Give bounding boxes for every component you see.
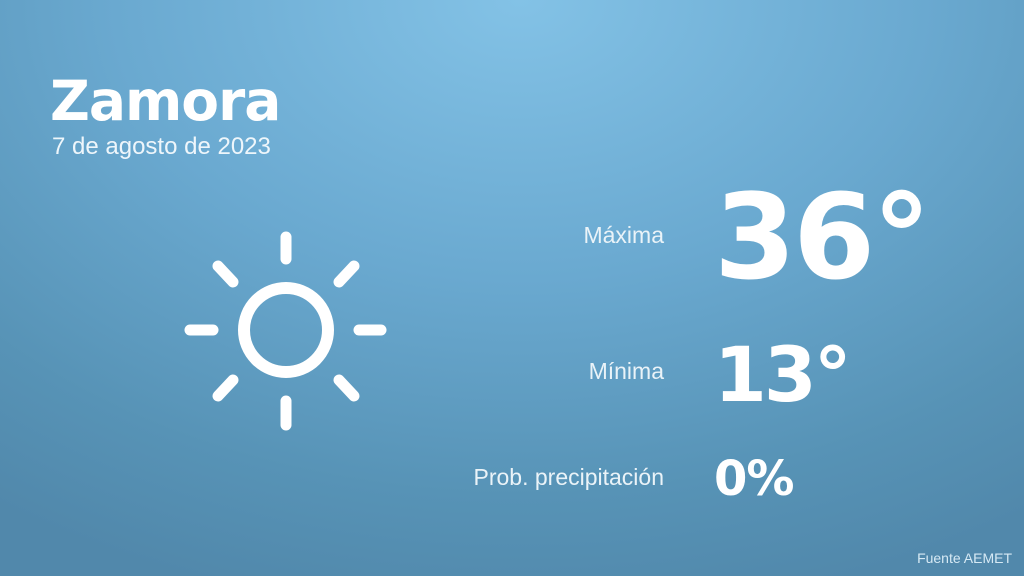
source-credit: Fuente AEMET [917,550,1012,566]
min-temp-value: 13° [714,330,852,419]
forecast-date: 7 de agosto de 2023 [52,133,271,160]
precip-label: Prob. precipitación [473,464,665,490]
city-title: Zamora [50,69,281,133]
precip-value: 0% [714,451,794,507]
sun-icon [184,231,387,431]
max-temp-label: Máxima [583,222,664,248]
max-temp-value: 36° [714,168,931,306]
min-temp-label: Mínima [588,358,664,384]
